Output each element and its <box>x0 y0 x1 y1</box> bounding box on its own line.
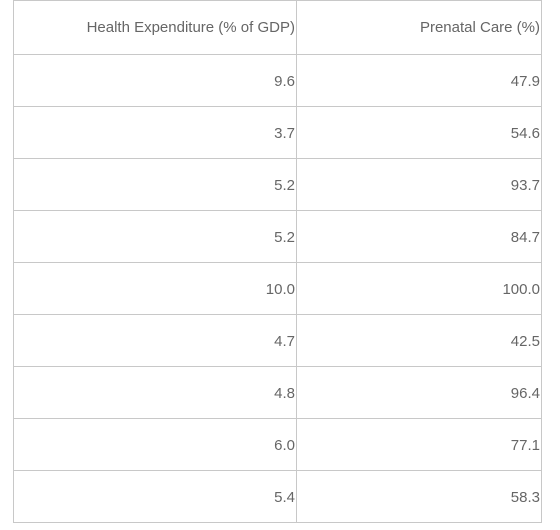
cell-prenatal-care: 96.4 <box>296 366 542 419</box>
table-row: 5.2 93.7 <box>13 158 542 211</box>
cell-health-expenditure: 10.0 <box>13 262 297 315</box>
table-row: 4.7 42.5 <box>13 314 542 367</box>
table-row: 3.7 54.6 <box>13 106 542 159</box>
cell-prenatal-care: 93.7 <box>296 158 542 211</box>
data-table: Health Expenditure (% of GDP) Prenatal C… <box>13 0 542 523</box>
table-row: 5.4 58.3 <box>13 470 542 523</box>
cell-health-expenditure: 5.4 <box>13 470 297 523</box>
table-row: 6.0 77.1 <box>13 418 542 471</box>
table-row: 4.8 96.4 <box>13 366 542 419</box>
cell-health-expenditure: 4.7 <box>13 314 297 367</box>
cell-health-expenditure: 5.2 <box>13 158 297 211</box>
table-row: 10.0 100.0 <box>13 262 542 315</box>
cell-prenatal-care: 58.3 <box>296 470 542 523</box>
cell-prenatal-care: 54.6 <box>296 106 542 159</box>
cell-health-expenditure: 6.0 <box>13 418 297 471</box>
cell-prenatal-care: 42.5 <box>296 314 542 367</box>
cell-health-expenditure: 4.8 <box>13 366 297 419</box>
cell-prenatal-care: 77.1 <box>296 418 542 471</box>
cell-prenatal-care: 47.9 <box>296 54 542 107</box>
cell-prenatal-care: 100.0 <box>296 262 542 315</box>
cell-health-expenditure: 5.2 <box>13 210 297 263</box>
column-header-health-expenditure: Health Expenditure (% of GDP) <box>13 0 297 55</box>
cell-health-expenditure: 3.7 <box>13 106 297 159</box>
header-row: Health Expenditure (% of GDP) Prenatal C… <box>13 0 542 55</box>
cell-prenatal-care: 84.7 <box>296 210 542 263</box>
column-header-prenatal-care: Prenatal Care (%) <box>296 0 542 55</box>
table-row: 5.2 84.7 <box>13 210 542 263</box>
table-row: 9.6 47.9 <box>13 54 542 107</box>
cell-health-expenditure: 9.6 <box>13 54 297 107</box>
